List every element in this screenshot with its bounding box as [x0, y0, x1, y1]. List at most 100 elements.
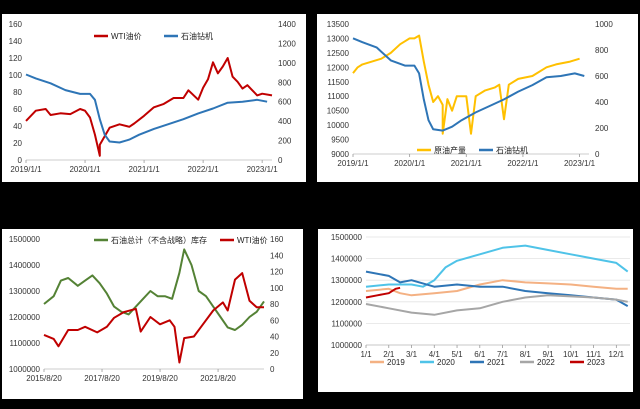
y-left-tick-label: 140: [9, 37, 23, 46]
y-right-tick-label: 0: [595, 150, 600, 159]
y-left-tick-label: 12500: [327, 49, 350, 58]
x-tick-label: 2020/1/1: [69, 165, 101, 174]
y-left-tick-label: 60: [13, 105, 22, 114]
y-left-tick-label: 13000: [327, 34, 350, 43]
x-tick-label: 2019/1/1: [10, 165, 42, 174]
y-right-tick-label: 1200: [278, 39, 296, 48]
y-right-tick-label: 120: [270, 268, 284, 277]
y-right-tick-label: 100: [270, 284, 284, 293]
y-right-tick-label: 200: [278, 137, 292, 146]
x-tick-label: 2022/1/1: [188, 165, 220, 174]
y-left-tick-label: 1500000: [9, 235, 41, 244]
y-left-tick-label: 1200000: [331, 298, 363, 307]
y-left-tick-label: 1400000: [9, 261, 41, 270]
y-left-tick-label: 11500: [327, 78, 349, 87]
y-left-tick-label: 20: [13, 139, 22, 148]
series-line-石油钻机: [352, 37, 585, 132]
series-line-2022: [365, 294, 628, 316]
x-tick-label: 2023/1/1: [247, 165, 279, 174]
series-line-WTI油价: [43, 272, 264, 364]
series-line-WTI油价: [25, 57, 273, 157]
y-right-tick-label: 600: [595, 72, 609, 81]
x-tick-label: 2021/1/1: [451, 159, 483, 168]
y-left-tick-label: 10500: [327, 107, 350, 116]
y-right-tick-label: 0: [270, 365, 275, 374]
y-left-tick-label: 1200000: [9, 313, 41, 322]
y-right-tick-label: 600: [278, 98, 292, 107]
legend-label: 原油产量: [434, 145, 466, 155]
x-tick-label: 6/1: [474, 350, 486, 359]
x-tick-label: 7/1: [497, 350, 509, 359]
x-tick-label: 5/1: [451, 350, 463, 359]
y-right-tick-label: 200: [595, 124, 609, 133]
y-left-tick-label: 1000000: [9, 365, 41, 374]
y-left-tick-label: 80: [13, 88, 22, 97]
y-right-tick-label: 1000: [278, 59, 296, 68]
y-left-tick-label: 1300000: [331, 276, 363, 285]
legend-label: 石油钻机: [181, 31, 213, 41]
y-right-tick-label: 800: [278, 78, 292, 87]
x-tick-label: 2015/8/20: [26, 374, 62, 383]
x-tick-label: 10/1: [563, 350, 579, 359]
legend-label: 2022: [537, 358, 555, 367]
y-left-tick-label: 11000: [327, 92, 349, 101]
y-left-tick-label: 1000000: [331, 341, 363, 350]
chart-svg: 1000000 1100000 1200000 1300000 1400000 15000…: [9, 235, 284, 383]
chart-svg: 1000000 1100000 1200000 1300000 1400000 15000…: [331, 233, 630, 367]
y-left-tick-label: 12000: [327, 63, 350, 72]
y-right-tick-label: 140: [270, 251, 284, 260]
y-left-tick-label: 1100000: [9, 339, 40, 348]
y-right-tick-label: 400: [278, 117, 292, 126]
series-line-石油钻机: [25, 73, 268, 144]
y-right-tick-label: 1000: [595, 20, 613, 29]
y-left-tick-label: 1400000: [331, 255, 363, 264]
legend-label: 石油钻机: [496, 145, 528, 155]
series-line-2021: [365, 270, 629, 307]
legend-label: WTI油价: [111, 31, 142, 41]
y-right-tick-label: 0: [278, 156, 283, 165]
y-left-tick-label: 0: [18, 156, 23, 165]
legend-label: 2023: [587, 358, 605, 367]
x-tick-label: 12/1: [609, 350, 625, 359]
y-right-tick-label: 1400: [278, 20, 296, 29]
y-left-tick-label: 1500000: [331, 233, 363, 242]
legend-label: 2020: [437, 358, 455, 367]
y-right-tick-label: 60: [270, 316, 279, 325]
y-left-tick-label: 100: [9, 71, 23, 80]
y-right-tick-label: 160: [270, 235, 284, 244]
x-tick-label: 1/1: [360, 350, 372, 359]
chart-svg: 9000950010000105001100011500120001250013…: [327, 20, 614, 168]
series-line-石油总计（不含战略）库存: [43, 248, 265, 331]
legend-label: 2019: [387, 358, 405, 367]
series-line-原油产量: [352, 34, 580, 135]
x-tick-label: 2023/1/1: [564, 159, 596, 168]
y-right-tick-label: 800: [595, 46, 609, 55]
chart-wti-vs-oil-rigs: 0 20 40 60 80 100 120 140 160 0 200 400 600 800 1000 12…: [2, 14, 306, 182]
y-left-tick-label: 9500: [331, 136, 349, 145]
x-tick-label: 4/1: [429, 350, 441, 359]
y-left-tick-label: 1100000: [331, 319, 362, 328]
y-right-tick-label: 400: [595, 98, 609, 107]
y-left-tick-label: 10000: [327, 121, 350, 130]
legend-label: 石油总计（不含战略）库存: [111, 235, 207, 245]
chart-inventory-seasonal: 1000000 1100000 1200000 1300000 1400000 15000…: [318, 229, 633, 392]
x-tick-label: 2020/1/1: [394, 159, 426, 168]
chart-oil-inventory-vs-wti: 1000000 1100000 1200000 1300000 1400000 15000…: [2, 229, 303, 399]
y-left-tick-label: 13500: [327, 20, 350, 29]
x-tick-label: 2019/8/20: [142, 374, 178, 383]
x-tick-label: 3/1: [406, 350, 418, 359]
y-left-tick-label: 9000: [331, 150, 349, 159]
y-left-tick-label: 160: [9, 20, 23, 29]
x-tick-label: 8/1: [520, 350, 532, 359]
x-tick-label: 2017/8/20: [84, 374, 120, 383]
chart-svg: 0 20 40 60 80 100 120 140 160 0 200 400 600 800 1000 12…: [9, 20, 297, 174]
y-left-tick-label: 40: [13, 122, 22, 131]
y-right-tick-label: 20: [270, 349, 279, 358]
legend-label: 2021: [487, 358, 505, 367]
y-right-tick-label: 80: [270, 300, 279, 309]
x-tick-label: 2019/1/1: [337, 159, 369, 168]
series-line-2020: [365, 244, 629, 288]
chart-crude-production-vs-oil-rigs: 9000 9500 10000 10500 11000 11500 12000 12500 13…: [317, 14, 638, 182]
y-left-tick-label: 120: [9, 54, 23, 63]
x-tick-label: 2021/1/1: [129, 165, 161, 174]
